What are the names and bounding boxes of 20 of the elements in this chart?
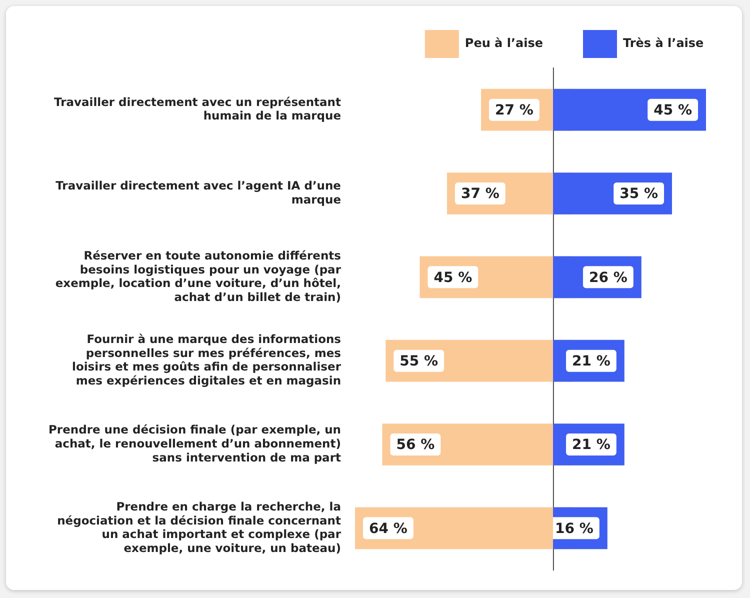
data-label: 37 % (460, 186, 500, 202)
y-tick-label: Travailler directement avec un représentant humain de la marque (54, 94, 342, 123)
data-label: 26 % (589, 270, 628, 286)
y-tick-label: Travailler directement avec l’agent IA d’une marque (56, 178, 342, 206)
y-tick-label: Réserver en toute autonomie différents besoins logistiques pour un voyage (par exemple, location d’une voiture, d’un hôtel, achat d’un billet de train) (55, 248, 342, 304)
data-label: 45 % (654, 102, 692, 118)
data-label: 55 % (400, 353, 438, 370)
data-label: 64 % (368, 520, 408, 537)
y-tick-label: Prendre une décision finale (par exemple, un achat, le renouvellement d’un abonnement) sans intervention de ma part (48, 422, 342, 464)
y-tick-label: Prendre en charge la recherche, la négociation et la décision finale concernant un achat important et complexe (par exemple, une voiture, un bateau) (57, 499, 342, 555)
y-tick-label: Fournir à une marque des informations personnelles sur mes préférences, mes loisirs et mes goûts afin de personnaliser mes expériences digitales et en magasin (72, 332, 342, 388)
legend-label: Peu à l’aise (464, 36, 543, 50)
data-label: 27 % (495, 102, 534, 118)
data-label: 56 % (396, 437, 435, 454)
data-label: 45 % (434, 270, 472, 286)
data-label: 16 % (555, 520, 594, 537)
data-label: 21 % (572, 437, 610, 454)
data-label: 21 % (572, 353, 610, 370)
data-label: 35 % (620, 186, 658, 202)
legend-label: Très à l’aise (623, 36, 704, 50)
